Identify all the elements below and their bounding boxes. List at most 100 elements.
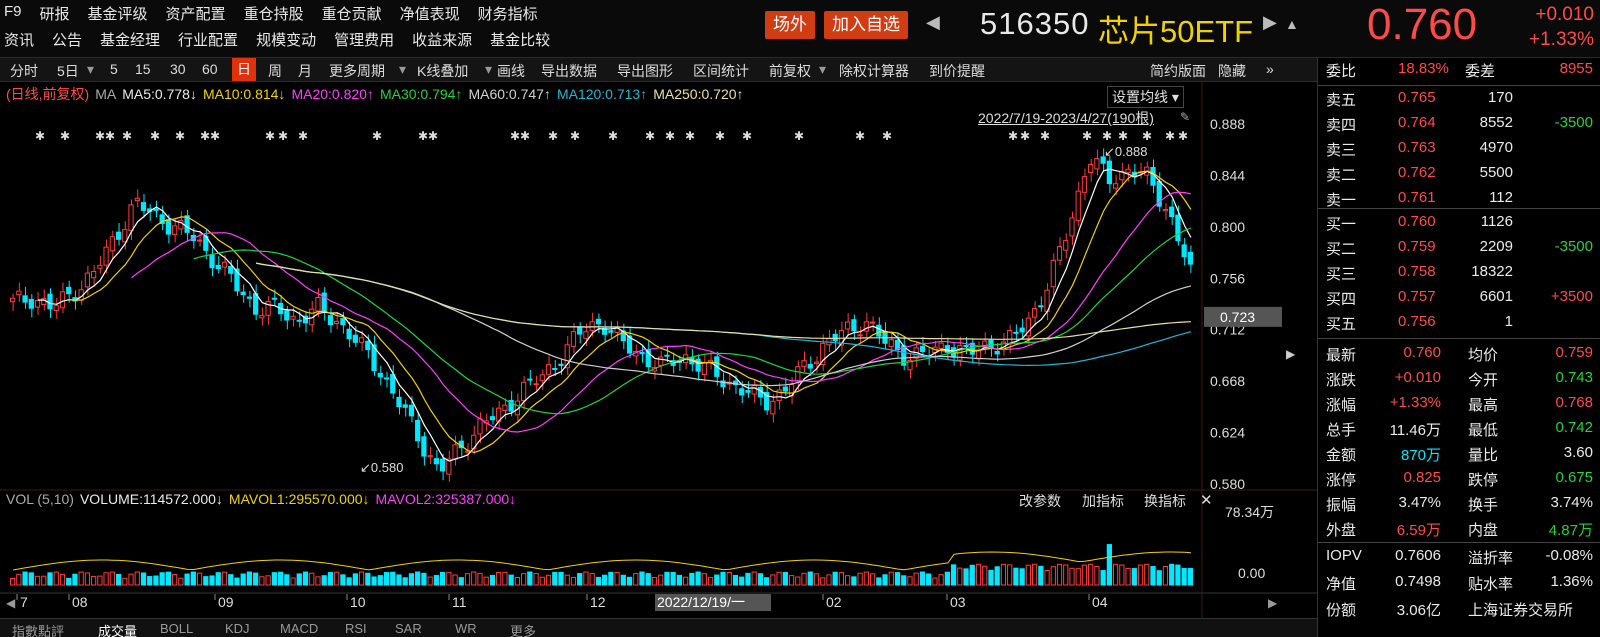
event-marker-icon[interactable]: ✱ [372, 129, 382, 143]
candle[interactable] [489, 416, 496, 421]
candle[interactable] [533, 383, 539, 386]
date-range-label[interactable]: 2022/7/19-2023/4/27(190根) [978, 110, 1154, 126]
candle[interactable] [122, 228, 128, 243]
candle[interactable] [296, 319, 302, 322]
candle[interactable] [552, 367, 558, 370]
candle[interactable] [153, 208, 159, 211]
candle[interactable] [1150, 166, 1156, 186]
candle[interactable] [34, 299, 41, 308]
event-marker-icon[interactable]: ✱ [1118, 129, 1128, 143]
candle[interactable] [172, 225, 178, 236]
toolbar-item[interactable]: 5 [110, 61, 118, 77]
menu-item[interactable]: 管理费用 [334, 32, 395, 49]
candle[interactable] [340, 318, 346, 326]
candle[interactable] [944, 345, 950, 353]
menu-item[interactable]: 规模变动 [256, 32, 317, 49]
event-marker-icon[interactable]: ✱ [200, 129, 210, 143]
indicator-tab[interactable]: WR [455, 621, 477, 636]
candle[interactable] [801, 360, 807, 367]
candle[interactable] [246, 296, 253, 299]
candle[interactable] [165, 219, 172, 235]
candle[interactable] [115, 231, 122, 240]
candle[interactable] [1162, 209, 1169, 212]
event-marker-icon[interactable]: ✱ [428, 129, 438, 143]
toolbar-item[interactable]: 导出数据 [541, 63, 597, 79]
edit-params-button[interactable]: 改参数 [1019, 493, 1061, 509]
candle[interactable] [845, 321, 851, 330]
event-marker-icon[interactable]: ✱ [510, 129, 520, 143]
candle[interactable] [963, 344, 969, 348]
event-marker-icon[interactable]: ✱ [35, 129, 45, 143]
candle[interactable] [302, 315, 309, 324]
toolbar-item[interactable]: 分时 [10, 63, 38, 79]
kline-chart[interactable]: 0.8880.8440.8000.7560.7120.6680.6240.580… [0, 0, 1317, 618]
candle[interactable] [84, 272, 91, 288]
candle[interactable] [1181, 244, 1187, 258]
candle[interactable] [240, 291, 246, 296]
chevron-down-icon[interactable]: ▾ [819, 61, 827, 77]
candle[interactable] [284, 310, 290, 321]
candle[interactable] [658, 356, 664, 367]
candle[interactable] [184, 215, 190, 233]
event-marker-icon[interactable]: ✱ [210, 129, 220, 143]
event-marker-icon[interactable]: ✱ [882, 129, 892, 143]
candle[interactable] [520, 381, 527, 402]
candle[interactable] [1100, 156, 1106, 164]
candle[interactable] [196, 239, 203, 242]
menu-item[interactable]: F9 [4, 3, 22, 20]
candle[interactable] [1081, 176, 1088, 193]
candle[interactable] [820, 342, 826, 365]
candle[interactable] [558, 363, 564, 367]
event-marker-icon[interactable]: ✱ [60, 129, 70, 143]
candle[interactable] [1125, 168, 1131, 173]
candle[interactable] [59, 291, 66, 309]
candle[interactable] [346, 328, 352, 340]
candle[interactable] [271, 297, 277, 300]
close-icon[interactable]: ✕ [1200, 492, 1213, 509]
menu-item[interactable]: 资产配置 [165, 6, 226, 23]
event-marker-icon[interactable]: ✱ [298, 129, 308, 143]
candle[interactable] [1187, 251, 1194, 265]
candle[interactable] [570, 331, 577, 347]
candle[interactable] [383, 377, 390, 380]
toolbar-right-item[interactable]: 简约版面 [1150, 63, 1206, 79]
candle[interactable] [938, 342, 944, 349]
candle[interactable] [832, 333, 838, 342]
candle[interactable] [1088, 164, 1094, 173]
event-marker-icon[interactable]: ✱ [548, 129, 558, 143]
event-marker-icon[interactable]: ✱ [570, 129, 580, 143]
candle[interactable] [421, 436, 427, 457]
event-marker-icon[interactable]: ✱ [608, 129, 618, 143]
candle[interactable] [813, 361, 820, 365]
toolbar-item[interactable]: 除权计算器 [839, 63, 909, 79]
event-marker-icon[interactable]: ✱ [175, 129, 185, 143]
candle[interactable] [315, 296, 321, 312]
candle[interactable] [16, 290, 22, 296]
candle[interactable] [527, 378, 533, 381]
candle[interactable] [228, 266, 234, 274]
candle[interactable] [221, 261, 228, 268]
next-security-icon[interactable]: ▶ [1263, 12, 1277, 32]
toolbar-item[interactable]: 30 [170, 61, 186, 77]
candle[interactable] [1075, 190, 1081, 222]
candle[interactable] [134, 197, 140, 202]
candle[interactable] [159, 214, 165, 224]
toolbar-item[interactable]: 区间统计 [693, 63, 749, 79]
candle[interactable] [1031, 308, 1038, 318]
candle[interactable] [452, 444, 458, 460]
menu-item[interactable]: 重仓持股 [243, 6, 304, 23]
candle[interactable] [907, 359, 913, 371]
candle[interactable] [1069, 217, 1075, 237]
candle[interactable] [595, 318, 602, 325]
candle[interactable] [259, 315, 265, 319]
candle[interactable] [1112, 183, 1119, 189]
candle[interactable] [371, 344, 377, 372]
candle[interactable] [1175, 214, 1181, 242]
candle[interactable] [1063, 240, 1069, 251]
event-marker-icon[interactable]: ✱ [1008, 129, 1018, 143]
candle[interactable] [103, 246, 109, 266]
candle[interactable] [446, 458, 452, 475]
candle[interactable] [1106, 160, 1112, 185]
chevron-down-icon[interactable]: ▾ [485, 61, 493, 77]
candle[interactable] [1019, 327, 1025, 333]
